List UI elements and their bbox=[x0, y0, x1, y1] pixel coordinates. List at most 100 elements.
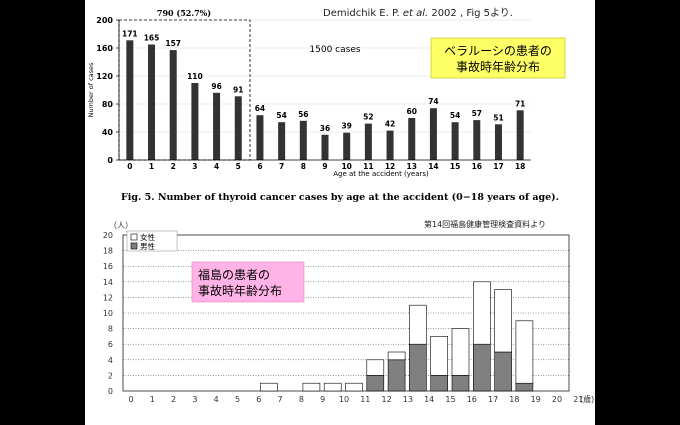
chart1-xtick-label: 11 bbox=[363, 162, 373, 171]
chart2-bar-female bbox=[409, 304, 427, 345]
chart2-xtick-label: 17 bbox=[488, 395, 498, 404]
chart1-bars bbox=[126, 40, 524, 160]
chart2-bar-female bbox=[366, 359, 385, 376]
chart2-bar-male bbox=[451, 375, 470, 392]
chart1-data-label: 91 bbox=[233, 85, 243, 94]
chart1-highlight-box bbox=[118, 19, 251, 161]
chart2-xtick-label: 19 bbox=[531, 395, 541, 404]
chart2-xtick-label: 14 bbox=[424, 395, 434, 404]
chart2-xtick-label: 16 bbox=[467, 395, 477, 404]
chart1-xlabel: Age at the accident (years) bbox=[333, 170, 429, 178]
chart2-bar-female bbox=[494, 289, 512, 353]
chart1-bar bbox=[191, 83, 199, 160]
chart2-xtick-label: 0 bbox=[128, 395, 133, 404]
chart2-bar-female bbox=[387, 351, 406, 361]
chart1-xtick-label: 0 bbox=[127, 162, 132, 171]
chart2-ytick-label: 18 bbox=[103, 247, 113, 256]
chart2-xtick-label: 15 bbox=[445, 395, 455, 404]
chart2-xtick-label: 7 bbox=[278, 395, 283, 404]
chart1-ytick-label: 40 bbox=[102, 128, 114, 137]
chart2-bar-female bbox=[430, 336, 449, 376]
belarus-callout-line1: ベラルーシの患者の bbox=[444, 44, 552, 58]
chart2-xtick-label: 13 bbox=[403, 395, 413, 404]
chart2-ytick-label: 2 bbox=[108, 371, 113, 380]
slide-canvas: Demidchik E. P. et al. 2002 , Fig 5より. 1… bbox=[87, 7, 594, 404]
chart2-xtick-label: 11 bbox=[360, 395, 370, 404]
chart1-xtick-label: 4 bbox=[214, 162, 219, 171]
chart1-bar bbox=[516, 110, 524, 160]
citation-suffix: 2002 , Fig 5より. bbox=[428, 7, 513, 19]
chart1-bar bbox=[126, 40, 134, 160]
chart2-ytick-label: 16 bbox=[103, 262, 113, 271]
legend-label-male: 男性 bbox=[140, 241, 155, 251]
chart1-bar bbox=[299, 120, 307, 160]
chart2-ytick-label: 8 bbox=[108, 325, 113, 334]
chart1-bar bbox=[429, 108, 437, 160]
citation-prefix: Demidchik E. P. bbox=[323, 8, 403, 19]
chart2-xtick-label: 3 bbox=[192, 395, 197, 404]
belarus-callout-box bbox=[430, 37, 566, 79]
chart1-xtick-label: 15 bbox=[450, 162, 460, 171]
chart2-ytick-label: 14 bbox=[103, 278, 113, 287]
chart2-source: 第14回福島健康管理検査資料より bbox=[424, 219, 546, 229]
chart1-bar bbox=[386, 130, 394, 160]
chart1-xtick-label: 17 bbox=[493, 162, 503, 171]
chart1-group-label: 790 (52.7%) bbox=[157, 8, 211, 18]
chart1-bar bbox=[148, 44, 156, 160]
chart1-xtick-label: 1 bbox=[149, 162, 154, 171]
chart1-data-labels: 171 165 157 110 96 91 64 54 56 36 39 52 42 60 74 54 57 51… bbox=[122, 29, 525, 133]
fukushima-callout-box bbox=[191, 261, 305, 303]
chart1-data-label: 71 bbox=[515, 99, 525, 108]
chart2-gridlines bbox=[123, 250, 569, 376]
chart2-bar-female bbox=[260, 382, 278, 392]
chart2-bar-male bbox=[472, 343, 491, 392]
fukushima-callout-line2: 事故時年齢分布 bbox=[198, 283, 282, 298]
chart1-data-label: 54 bbox=[276, 111, 286, 120]
chart1-xtick-label: 18 bbox=[515, 162, 525, 171]
chart1-data-label: 51 bbox=[493, 113, 503, 122]
chart2-bar-female bbox=[345, 382, 363, 392]
chart1-xtick-label: 6 bbox=[257, 162, 262, 171]
chart2-ytick-label: 10 bbox=[103, 309, 113, 318]
chart1-bar bbox=[364, 123, 372, 160]
chart1-bar bbox=[256, 115, 264, 160]
chart1-xtick-label: 14 bbox=[428, 162, 438, 171]
chart2-xtick-label: 5 bbox=[235, 395, 240, 404]
slide: Demidchik E. P. et al. 2002 , Fig 5より. 1… bbox=[85, 0, 595, 425]
chart1-data-label: 39 bbox=[341, 122, 351, 131]
chart1-data-label: 52 bbox=[363, 113, 373, 122]
chart1-bar bbox=[494, 124, 502, 160]
chart2-bar-female bbox=[323, 382, 342, 392]
chart1-ytick-label: 160 bbox=[96, 44, 113, 53]
chart2-bar-male bbox=[430, 375, 449, 392]
chart1-data-label: 42 bbox=[385, 120, 395, 129]
chart1-xtick-label: 13 bbox=[407, 162, 417, 171]
chart1-bar bbox=[321, 134, 329, 160]
chart1-ytick-label: 200 bbox=[96, 16, 113, 25]
chart1-ytick-label: 80 bbox=[102, 100, 114, 109]
chart1-data-label: 60 bbox=[407, 107, 417, 116]
chart2-legend: 女性 男性 bbox=[126, 230, 178, 252]
chart1-xtick-label: 3 bbox=[192, 162, 197, 171]
chart1-data-label: 165 bbox=[144, 34, 160, 43]
chart2-xtick-label: 18 bbox=[509, 395, 519, 404]
chart1-total-cases: 1500 cases bbox=[309, 45, 360, 55]
chart2-xtick-label: 12 bbox=[382, 395, 392, 404]
citation-italic: et al. bbox=[403, 8, 428, 19]
chart1-caption: Fig. 5. Number of thyroid cancer cases b… bbox=[121, 192, 559, 203]
chart1-data-label: 110 bbox=[187, 72, 203, 81]
chart2-ytick-label: 0 bbox=[108, 387, 113, 396]
chart2-x-unit: (歳) bbox=[580, 394, 594, 404]
chart2-xtick-label: 8 bbox=[299, 395, 304, 404]
chart2-ytick-label: 20 bbox=[103, 231, 113, 240]
chart1-data-label: 56 bbox=[298, 110, 308, 119]
chart1-data-label: 36 bbox=[320, 124, 330, 133]
chart1-data-label: 64 bbox=[255, 104, 265, 113]
chart1-bar bbox=[169, 50, 177, 160]
chart2-xtick-label: 10 bbox=[339, 395, 349, 404]
chart2-bar-female bbox=[515, 320, 534, 384]
chart2-xtick-label: 6 bbox=[256, 395, 261, 404]
chart1-xtick-label: 9 bbox=[322, 162, 327, 171]
